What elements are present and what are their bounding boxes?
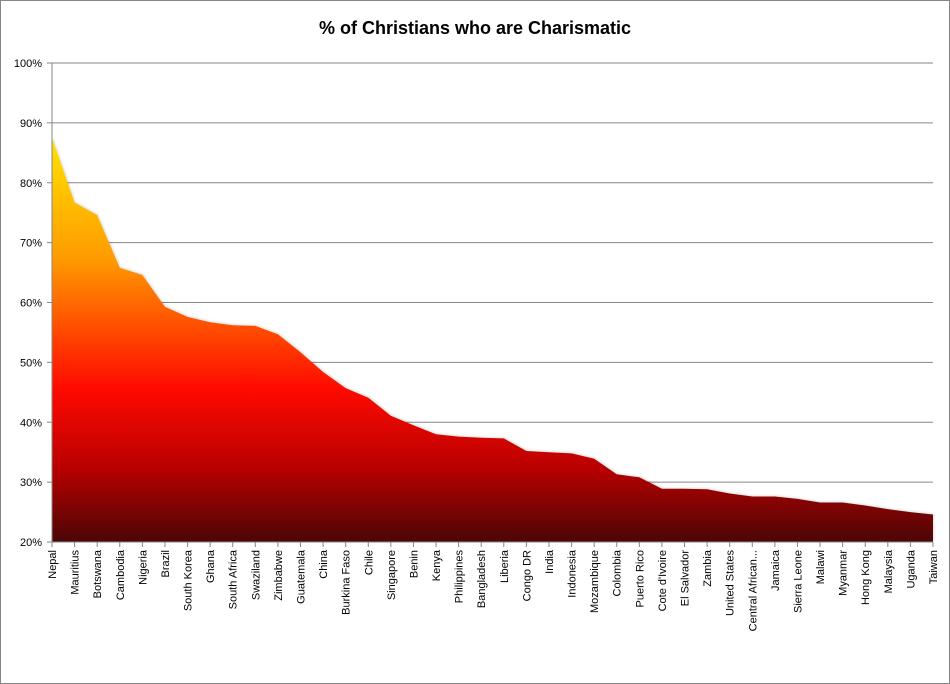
- x-tick-label: Congo DR: [521, 550, 533, 601]
- x-tick-label: Uganda: [905, 549, 917, 588]
- x-tick-label: Colombia: [612, 549, 624, 596]
- x-tick-label: El Salvador: [680, 550, 692, 607]
- x-tick-label: Malawi: [815, 550, 827, 584]
- x-tick-label: Burkina Faso: [341, 550, 353, 615]
- x-tick-label: Taiwan: [928, 550, 940, 584]
- y-tick-label: 70%: [20, 238, 42, 250]
- y-tick-label: 20%: [20, 537, 42, 549]
- x-tick-label: Nepal: [47, 550, 59, 579]
- x-tick-label: Zambia: [702, 549, 714, 587]
- x-tick-label: Chile: [363, 550, 375, 575]
- x-tick-label: Benin: [408, 550, 420, 578]
- x-tick-label: Liberia: [499, 549, 511, 583]
- x-tick-label: Philippines: [454, 550, 466, 604]
- y-tick-label: 40%: [20, 417, 42, 429]
- x-tick-label: South Africa: [228, 549, 240, 609]
- x-tick-label: Nigeria: [137, 549, 149, 585]
- x-tick-label: Hong Kong: [860, 550, 872, 605]
- x-tick-label: Myanmar: [838, 550, 850, 596]
- x-tick-label: Mauritius: [70, 550, 82, 595]
- y-tick-label: 30%: [20, 477, 42, 489]
- x-tick-label: Cambodia: [115, 549, 127, 600]
- x-axis-ticks: Nepal Mauritius Botswana Cambodia Nigeria Bra…: [47, 542, 940, 631]
- y-tick-label: 100%: [14, 58, 42, 70]
- x-tick-label: Central African...: [747, 550, 759, 631]
- x-tick-label: Botswana: [92, 549, 104, 598]
- x-tick-label: Bangladesh: [476, 550, 488, 608]
- x-tick-label: United States: [725, 550, 737, 617]
- x-tick-label: Cote d'Ivoire: [657, 550, 669, 611]
- area-series: [52, 137, 933, 543]
- x-tick-label: Zimbabwe: [273, 550, 285, 601]
- x-tick-label: Mozambique: [589, 550, 601, 613]
- y-axis-ticks: 20% 30% 40% 50% 60% 70% 80% 90% 100%: [14, 58, 52, 549]
- y-tick-label: 50%: [20, 357, 42, 369]
- x-tick-label: Guatemala: [295, 549, 307, 604]
- x-tick-label: Singapore: [386, 550, 398, 600]
- x-tick-label: Puerto Rico: [634, 550, 646, 607]
- x-tick-label: Sierra Leone: [792, 550, 804, 613]
- axes: [51, 63, 933, 543]
- x-tick-label: Malaysia: [883, 549, 895, 593]
- x-tick-label: Indonesia: [567, 549, 579, 598]
- x-tick-label: China: [318, 549, 330, 579]
- x-tick-label: India: [544, 549, 556, 574]
- y-tick-label: 80%: [20, 178, 42, 190]
- chart-title: % of Christians who are Charismatic: [319, 18, 631, 38]
- x-tick-label: Brazil: [160, 550, 172, 578]
- x-tick-label: Ghana: [205, 549, 217, 583]
- x-tick-label: Jamaica: [770, 549, 782, 591]
- y-tick-label: 60%: [20, 298, 42, 310]
- x-tick-label: South Korea: [183, 549, 195, 611]
- y-tick-label: 90%: [20, 118, 42, 130]
- x-tick-label: Swaziland: [250, 550, 262, 600]
- x-tick-label: Kenya: [431, 549, 443, 581]
